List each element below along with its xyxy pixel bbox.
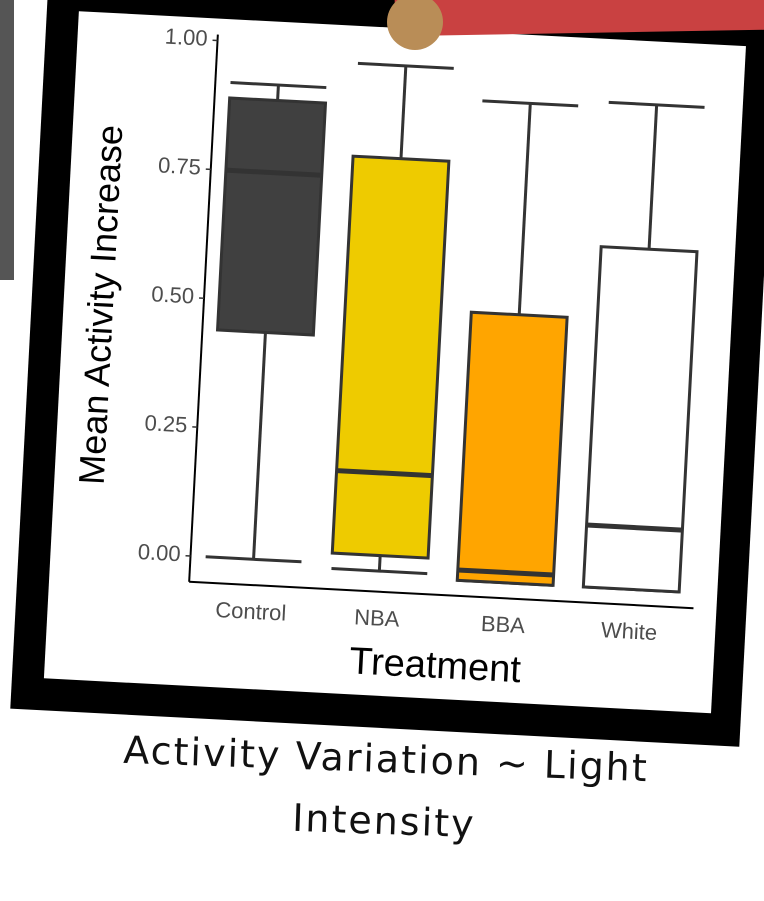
- y-tick-label: 0.25: [144, 410, 188, 437]
- box: [332, 156, 449, 558]
- whisker-lower: [379, 556, 380, 571]
- x-tick-label: White: [600, 617, 657, 645]
- page: {"chart_data": {"type": "box", "title": …: [0, 0, 764, 901]
- x-tick-label: NBA: [354, 604, 401, 631]
- box: [218, 98, 326, 335]
- box: [457, 312, 567, 585]
- neighbor-photo: [0, 0, 14, 280]
- x-tick-label: Control: [215, 597, 287, 626]
- whisker-upper: [278, 85, 279, 100]
- box: [583, 247, 697, 592]
- x-tick-label: BBA: [480, 611, 526, 638]
- y-tick-label: 0.50: [151, 281, 195, 308]
- y-tick-label: 1.00: [164, 24, 208, 51]
- y-tick-label: 0.75: [157, 152, 201, 179]
- photo: Treatment Mean Activity Increase 0.000.2…: [10, 0, 764, 747]
- y-tick-label: 0.00: [137, 539, 181, 566]
- caption: Activity Variation ~ Light Intensity: [88, 718, 682, 863]
